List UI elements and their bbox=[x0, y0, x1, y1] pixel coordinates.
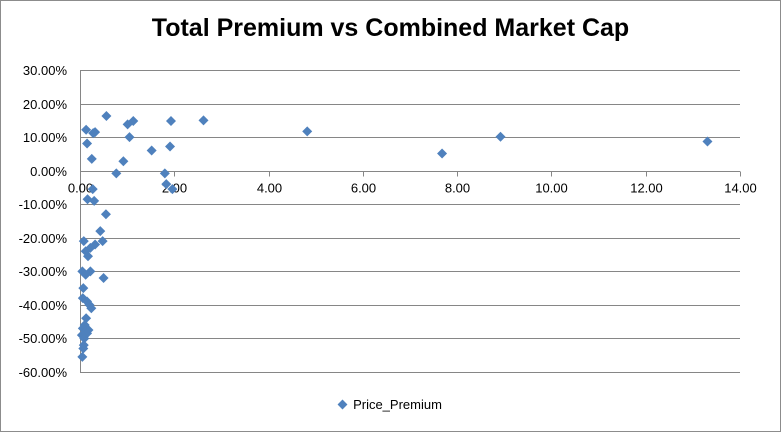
x-tick-label: 0.00 bbox=[68, 181, 93, 196]
data-point bbox=[89, 195, 100, 206]
data-point bbox=[79, 333, 90, 344]
data-point bbox=[146, 145, 157, 156]
gridlines bbox=[80, 70, 740, 373]
data-point bbox=[167, 184, 178, 195]
x-tick-label: 8.00 bbox=[445, 181, 470, 196]
data-point bbox=[98, 273, 109, 284]
data-point bbox=[124, 132, 135, 143]
data-point bbox=[165, 141, 176, 152]
y-tick-label: 30.00% bbox=[23, 63, 68, 78]
data-point bbox=[101, 110, 112, 121]
y-tick-label: -20.00% bbox=[19, 231, 68, 246]
x-tick-label: 6.00 bbox=[351, 181, 376, 196]
legend-marker-diamond bbox=[337, 399, 348, 410]
data-point bbox=[80, 269, 91, 280]
data-point bbox=[81, 313, 92, 324]
data-point bbox=[83, 251, 94, 262]
data-point bbox=[88, 128, 99, 139]
y-tick-label: 10.00% bbox=[23, 130, 68, 145]
y-tick-label: 20.00% bbox=[23, 97, 68, 112]
data-point bbox=[95, 226, 106, 237]
legend-label: Price_Premium bbox=[353, 397, 442, 412]
data-point bbox=[86, 303, 97, 314]
data-point bbox=[118, 156, 129, 167]
data-point bbox=[122, 119, 133, 130]
data-point bbox=[161, 179, 172, 190]
data-point bbox=[702, 136, 713, 147]
y-tick-label: -30.00% bbox=[19, 264, 68, 279]
data-point bbox=[77, 351, 88, 362]
data-point bbox=[78, 343, 89, 354]
data-point bbox=[111, 168, 122, 179]
data-point bbox=[86, 153, 97, 164]
data-point bbox=[97, 236, 108, 247]
data-point bbox=[495, 131, 506, 142]
y-tick-label: -50.00% bbox=[19, 331, 68, 346]
data-point bbox=[80, 246, 91, 257]
data-point bbox=[302, 126, 313, 137]
data-point bbox=[78, 236, 89, 247]
data-point bbox=[437, 148, 448, 159]
data-point bbox=[82, 138, 93, 149]
y-axis-tick-labels: 30.00% 20.00% 10.00% 0.00% -10.00% -20.00% -30… bbox=[19, 63, 68, 380]
data-point bbox=[159, 168, 170, 179]
legend: Price_Premium bbox=[0, 397, 781, 412]
data-point bbox=[165, 116, 176, 127]
y-tick-label: 0.00% bbox=[30, 164, 67, 179]
x-tick-label: 4.00 bbox=[257, 181, 282, 196]
y-tick-label: -40.00% bbox=[19, 298, 68, 313]
y-tick-label: -10.00% bbox=[19, 197, 68, 212]
data-points bbox=[76, 110, 713, 362]
x-tick-label: 14.00 bbox=[724, 181, 757, 196]
y-tick-label: -60.00% bbox=[19, 365, 68, 380]
x-tick-label: 10.00 bbox=[535, 181, 568, 196]
data-point bbox=[81, 124, 92, 135]
chart-title: Total Premium vs Combined Market Cap bbox=[151, 14, 630, 42]
data-point bbox=[87, 184, 98, 195]
data-point bbox=[78, 283, 89, 294]
data-point bbox=[198, 115, 209, 126]
data-point bbox=[100, 209, 111, 220]
x-tick-label: 12.00 bbox=[630, 181, 663, 196]
